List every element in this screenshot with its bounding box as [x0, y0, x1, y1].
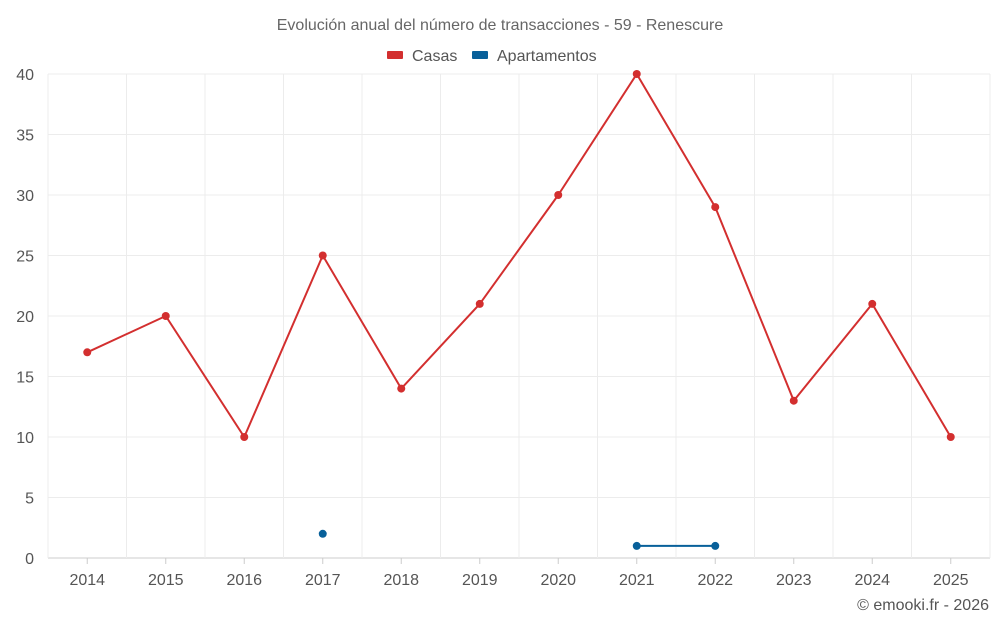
x-tick-label: 2015	[148, 572, 184, 589]
data-point-apartamentos[interactable]	[632, 541, 641, 550]
legend-label-apartamentos: Apartamentos	[497, 48, 597, 65]
y-tick-label: 40	[16, 67, 34, 84]
x-tick-label: 2018	[383, 572, 419, 589]
y-tick-label: 15	[16, 370, 34, 387]
x-tick-label: 2017	[305, 572, 341, 589]
data-point-casas[interactable]	[868, 299, 877, 308]
legend: Casas Apartamentos	[387, 48, 597, 65]
grid	[47, 73, 991, 559]
y-tick-label: 5	[25, 491, 34, 508]
data-point-casas[interactable]	[554, 191, 563, 199]
x-tick-label: 2019	[462, 572, 498, 589]
x-tick-label: 2021	[619, 572, 655, 589]
x-tick-label: 2023	[776, 572, 812, 589]
y-tick-label: 30	[16, 188, 34, 205]
chart-title: Evolución anual del número de transaccio…	[277, 17, 724, 34]
series-apartamentos	[318, 529, 720, 550]
data-point-casas[interactable]	[475, 299, 484, 308]
data-point-casas[interactable]	[946, 433, 955, 441]
legend-item-apartamentos[interactable]: Apartamentos	[472, 48, 597, 65]
legend-swatch-apartamentos	[472, 51, 488, 59]
y-tick-label: 20	[16, 309, 34, 326]
series-layer	[83, 70, 955, 550]
data-point-casas[interactable]	[632, 70, 641, 78]
x-tick-label: 2024	[854, 572, 890, 589]
data-point-apartamentos[interactable]	[711, 541, 720, 550]
x-tick-label: 2025	[933, 572, 969, 589]
data-point-casas[interactable]	[318, 251, 327, 260]
series-line-casas	[86, 73, 952, 438]
x-tick-label: 2022	[697, 572, 733, 589]
data-point-casas[interactable]	[397, 384, 406, 393]
data-point-casas[interactable]	[789, 396, 798, 405]
y-tick-label: 10	[16, 430, 34, 447]
data-point-casas[interactable]	[711, 203, 720, 212]
credit-text: © emooki.fr - 2026	[857, 597, 989, 614]
data-point-apartamentos[interactable]	[318, 529, 327, 538]
y-tick-label: 25	[16, 249, 34, 266]
data-point-casas[interactable]	[240, 433, 249, 441]
data-point-casas[interactable]	[161, 312, 170, 320]
x-tick-label: 2020	[540, 572, 576, 589]
series-casas	[83, 70, 955, 441]
legend-item-casas[interactable]: Casas	[387, 48, 457, 65]
data-point-casas[interactable]	[83, 348, 92, 357]
y-tick-label: 35	[16, 128, 34, 145]
x-tick-label: 2016	[226, 572, 262, 589]
legend-label-casas: Casas	[412, 48, 457, 65]
x-tick-label: 2014	[69, 572, 105, 589]
legend-swatch-casas	[387, 51, 403, 59]
y-tick-label: 0	[25, 551, 34, 568]
